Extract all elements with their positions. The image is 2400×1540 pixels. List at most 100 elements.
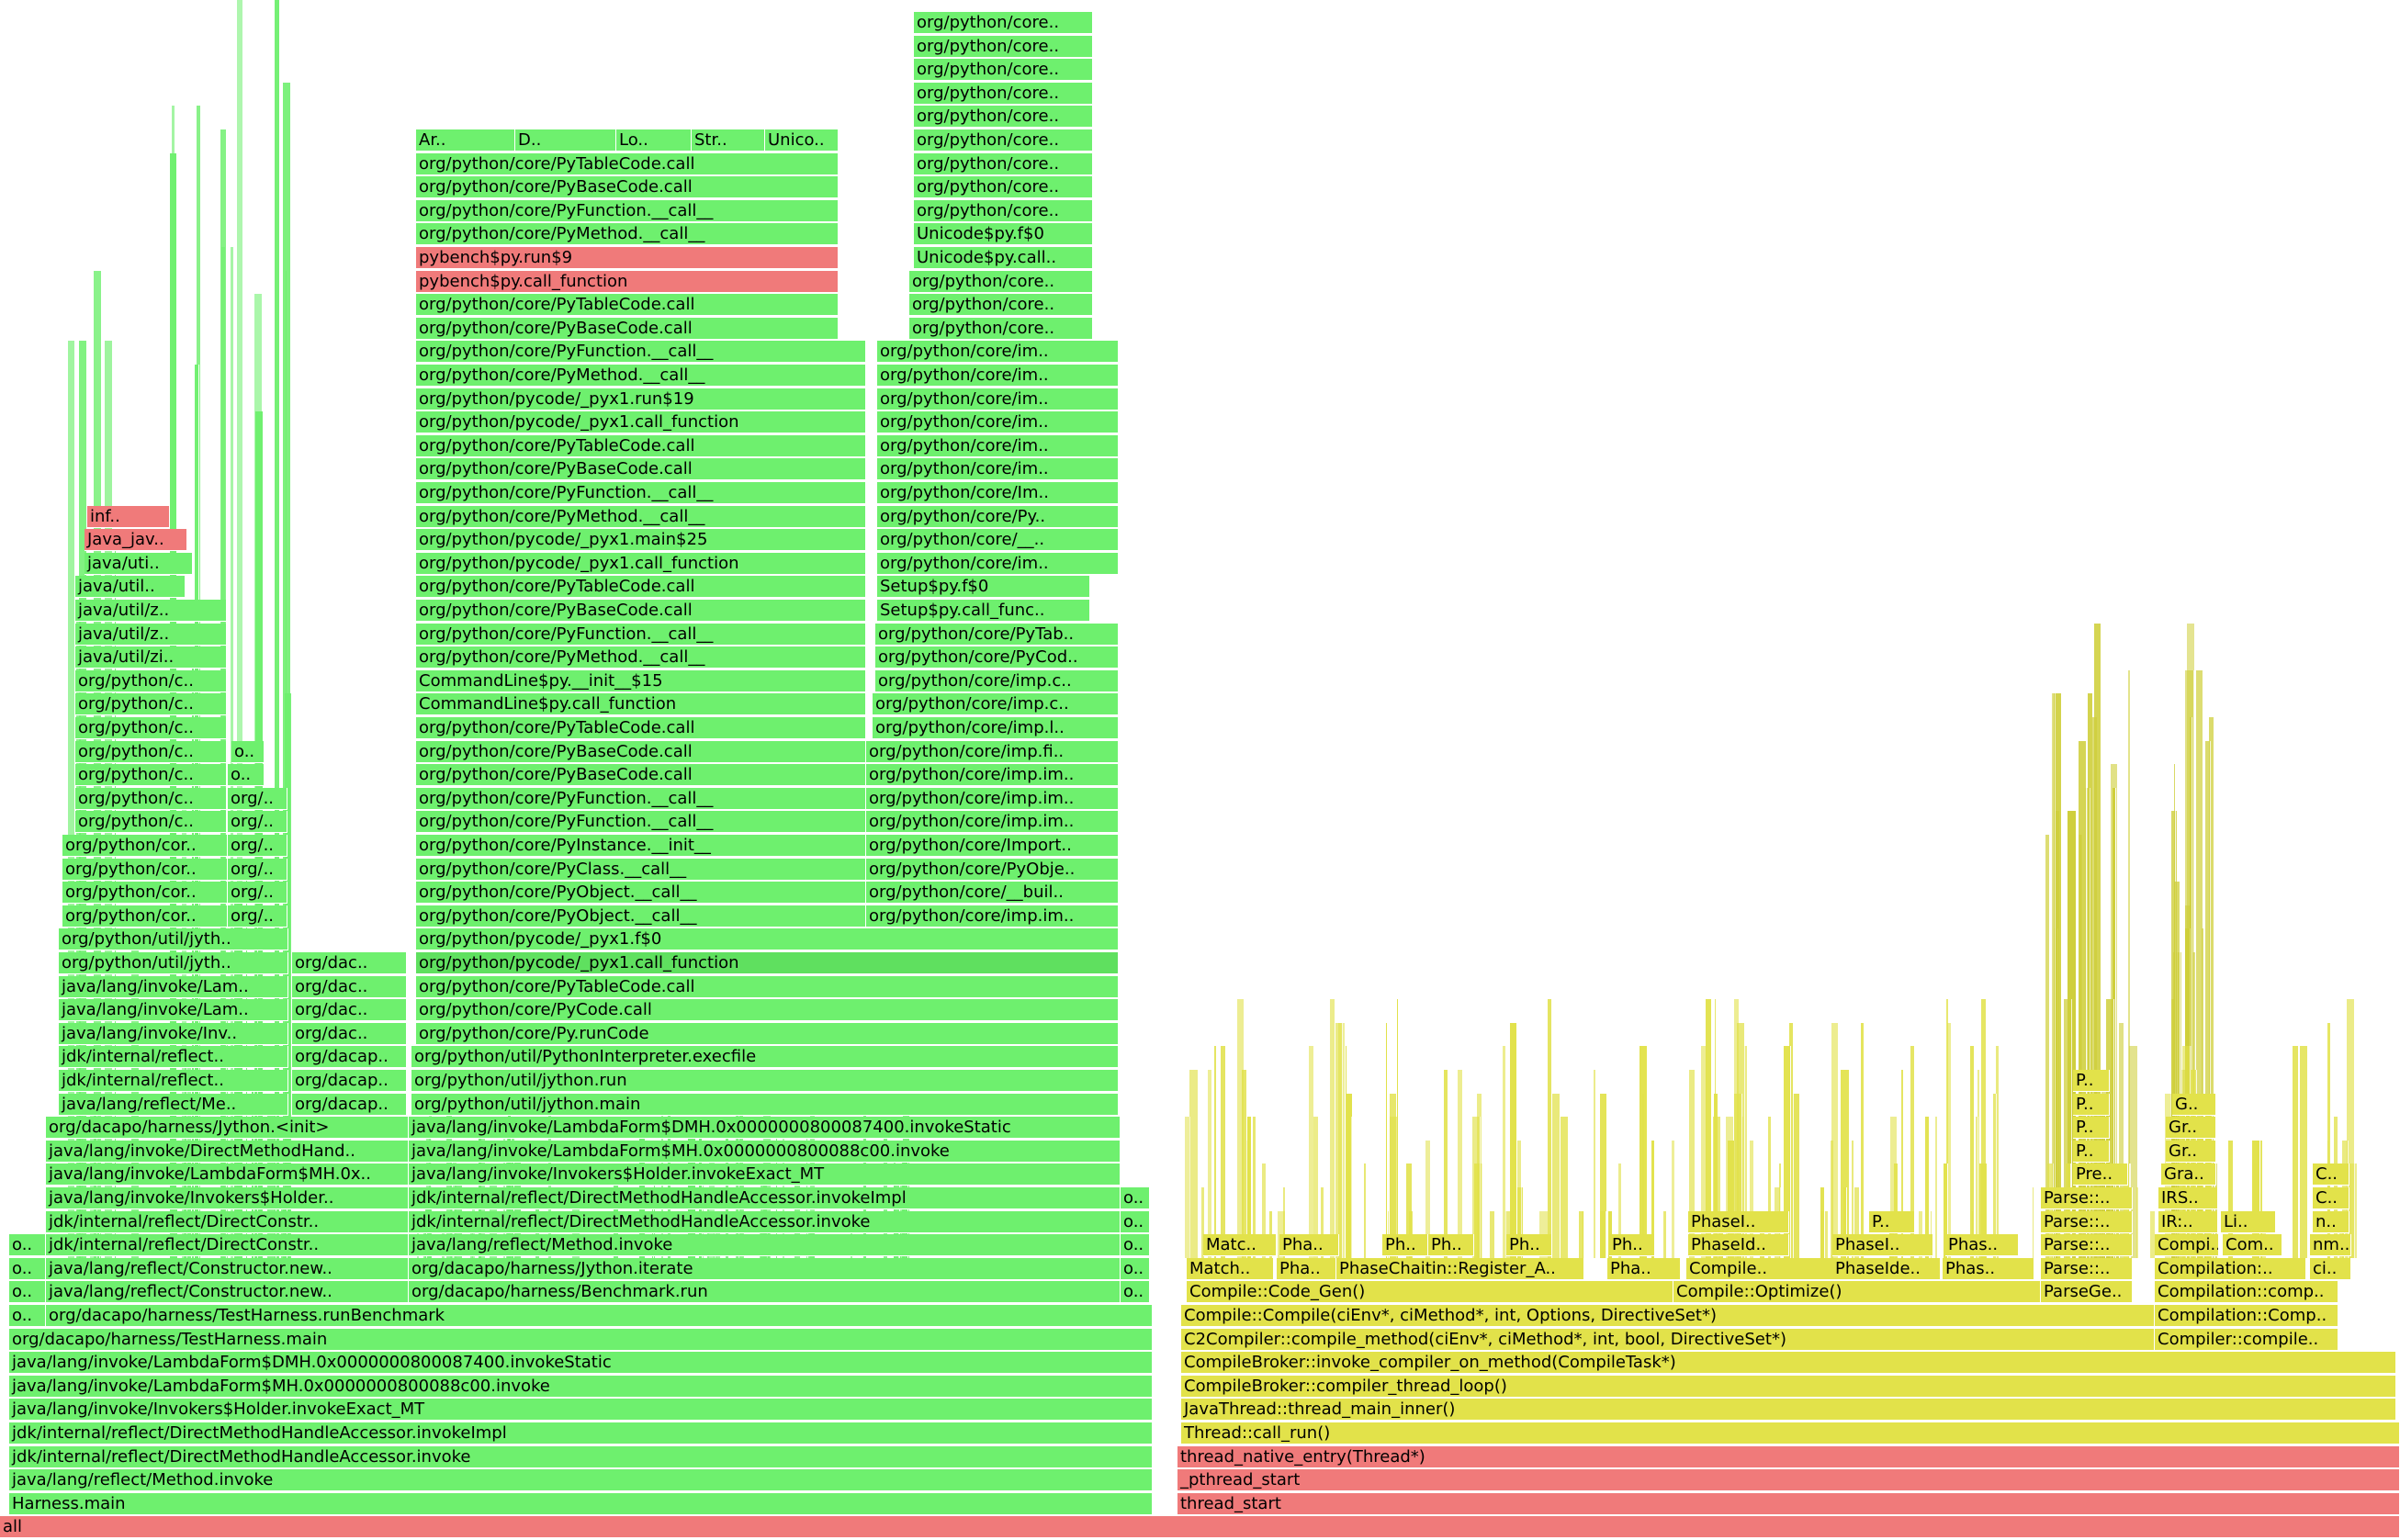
flame-spike[interactable]	[2128, 1046, 2138, 1258]
flame-frame[interactable]: org/python/core/PyBaseCode.call	[416, 740, 866, 763]
flame-spike[interactable]	[743, 1163, 746, 1258]
flame-frame[interactable]: org/python/core/PyTab..	[875, 623, 1119, 646]
flame-frame[interactable]: org/python/core/Import..	[866, 835, 1119, 857]
flame-frame[interactable]: org/python/core/PyFunction.__call__	[416, 811, 866, 834]
flame-frame[interactable]: org/python/core/PyObje..	[866, 858, 1119, 881]
flame-frame[interactable]: org/python/core/PyBaseCode.call	[416, 764, 866, 787]
flame-spike[interactable]	[1924, 1117, 1931, 1258]
flame-frame[interactable]: Compilation::Comp..	[2155, 1305, 2338, 1327]
flame-frame[interactable]: org/python/util/jyth..	[59, 928, 288, 951]
flame-frame[interactable]: P..	[2073, 1093, 2110, 1116]
flame-spike[interactable]	[2228, 1140, 2234, 1258]
flame-frame[interactable]: Parse::..	[2041, 1257, 2133, 1280]
flame-frame[interactable]: java/uti..	[85, 552, 193, 575]
flame-frame[interactable]: C2Compiler::compile_method(ciEnv*, ciMet…	[1181, 1328, 2155, 1351]
flame-frame[interactable]: org/python/core/im..	[877, 388, 1119, 410]
flame-frame[interactable]: Harness.main	[9, 1492, 1153, 1515]
flame-frame[interactable]: PhaseIde..	[1832, 1257, 1941, 1280]
flame-frame[interactable]: o..	[1121, 1234, 1150, 1257]
flame-frame[interactable]: Gra..	[2161, 1163, 2216, 1186]
flame-frame[interactable]: ci..	[2310, 1257, 2351, 1280]
flame-frame[interactable]: o..	[228, 764, 265, 787]
flame-spike[interactable]	[1348, 1117, 1352, 1258]
flame-frame[interactable]: org/python/core/Py.runCode	[416, 1022, 1119, 1045]
flame-spike[interactable]	[2128, 669, 2132, 1258]
flame-spike[interactable]	[1502, 1046, 1506, 1258]
flame-frame[interactable]: org/python/core/imp.im..	[866, 764, 1119, 787]
flame-frame[interactable]: org/python/core..	[914, 106, 1093, 129]
flame-spike[interactable]	[2327, 1022, 2331, 1258]
flame-frame[interactable]: C..	[2313, 1163, 2349, 1186]
flame-frame[interactable]: IR:..	[2158, 1210, 2218, 1233]
flame-frame[interactable]: P..	[2073, 1117, 2110, 1140]
flame-frame[interactable]: java/util/z..	[75, 600, 227, 622]
flame-frame[interactable]: org/python/core/PyTableCode.call	[416, 576, 866, 599]
flame-frame[interactable]: org/python/c..	[75, 693, 227, 716]
flame-frame[interactable]: n..	[2313, 1210, 2349, 1233]
flame-spike[interactable]	[687, 1117, 697, 1258]
flame-spike[interactable]	[1510, 1022, 1518, 1258]
flame-frame[interactable]: org/python/core..	[909, 294, 1093, 317]
flame-frame[interactable]: Unicode$py.f$0	[914, 223, 1093, 246]
flame-spike[interactable]	[2032, 1187, 2035, 1258]
flame-frame[interactable]: org/python/core/PyFunction.__call__	[416, 482, 866, 504]
flame-frame[interactable]: Thread::call_run()	[1181, 1422, 2400, 1444]
flame-spike[interactable]	[237, 0, 243, 1258]
flame-spike[interactable]	[2205, 740, 2212, 1258]
flame-frame[interactable]: org/dac..	[292, 975, 407, 998]
flame-spike[interactable]	[2189, 717, 2193, 1258]
flame-spike[interactable]	[1712, 1117, 1721, 1258]
flame-frame[interactable]: Li..	[2221, 1210, 2276, 1233]
flame-spike[interactable]	[1220, 1046, 1226, 1258]
flame-frame[interactable]: org/dac..	[292, 952, 407, 974]
flame-spike[interactable]	[2084, 787, 2091, 1258]
flame-spike[interactable]	[1662, 1210, 1668, 1258]
flame-spike[interactable]	[1457, 1070, 1464, 1258]
flame-frame[interactable]: Compile::Optimize()	[1673, 1281, 2041, 1304]
flame-spike[interactable]	[2063, 999, 2073, 1258]
flame-spike[interactable]	[2195, 1117, 2205, 1258]
flame-frame[interactable]: org/python/c..	[75, 740, 227, 763]
flame-spike[interactable]	[1335, 1022, 1344, 1258]
flame-frame[interactable]: C..	[2313, 1187, 2349, 1209]
flame-frame[interactable]: org/python/core/PyTableCode.call	[416, 152, 839, 175]
flame-spike[interactable]	[806, 1117, 809, 1258]
flame-frame[interactable]: jdk/internal/reflect/DirectConstr..	[46, 1234, 409, 1257]
flame-frame[interactable]: Compi..	[2155, 1234, 2219, 1257]
flame-frame[interactable]: org/python/core/PyCode.call	[416, 999, 1119, 1022]
flame-frame[interactable]: org/..	[228, 905, 287, 927]
flame-frame[interactable]: PhaseI..	[1688, 1210, 1789, 1233]
flame-frame[interactable]: org/python/core..	[914, 35, 1093, 58]
flame-frame[interactable]: org/python/c..	[75, 669, 227, 692]
flame-spike[interactable]	[1363, 1163, 1367, 1258]
flame-spike[interactable]	[274, 0, 280, 1258]
flame-spike[interactable]	[699, 1117, 703, 1258]
flame-frame[interactable]: org/python/core/im..	[877, 365, 1119, 387]
flame-frame[interactable]: jdk/internal/reflect/DirectMethodHandleA…	[9, 1422, 1153, 1444]
flame-frame[interactable]: java/lang/invoke/LambdaForm$MH.0x0000000…	[9, 1375, 1153, 1398]
flame-frame[interactable]: o..	[9, 1234, 46, 1257]
flame-frame[interactable]: org/dacap..	[292, 1093, 407, 1116]
flame-frame[interactable]: org/python/core/PyBaseCode.call	[416, 600, 866, 622]
flame-spike[interactable]	[1651, 1140, 1656, 1258]
flame-spike[interactable]	[1935, 1117, 1939, 1258]
flame-frame[interactable]: thread_start	[1177, 1492, 2400, 1515]
flame-frame[interactable]: org/..	[228, 787, 287, 810]
flame-frame[interactable]: Unico..	[765, 129, 839, 152]
flame-frame[interactable]: IRS..	[2158, 1187, 2218, 1209]
flame-spike[interactable]	[2052, 693, 2056, 1258]
flame-frame[interactable]: ParseGe..	[2041, 1281, 2133, 1304]
flame-frame[interactable]: org/dac..	[292, 1022, 407, 1045]
flame-frame[interactable]: org/python/core/PyBaseCode.call	[416, 458, 866, 481]
flame-spike[interactable]	[1639, 1046, 1649, 1258]
flame-frame[interactable]: org/python/core/im..	[877, 458, 1119, 481]
flame-frame[interactable]: java/lang/invoke/LambdaForm$MH.0x..	[46, 1163, 409, 1186]
flame-frame[interactable]: Com..	[2223, 1234, 2282, 1257]
flame-frame[interactable]: o..	[9, 1281, 46, 1304]
flame-frame[interactable]: org/dacapo/harness/Jython.iterate	[409, 1257, 1121, 1280]
flame-spike[interactable]	[794, 1163, 801, 1258]
flame-spike[interactable]	[1600, 1210, 1607, 1258]
flame-frame[interactable]: org/python/c..	[75, 717, 227, 739]
flame-frame[interactable]: java/lang/invoke/Lam..	[59, 999, 288, 1022]
flame-frame[interactable]: Phas..	[1943, 1257, 2034, 1280]
